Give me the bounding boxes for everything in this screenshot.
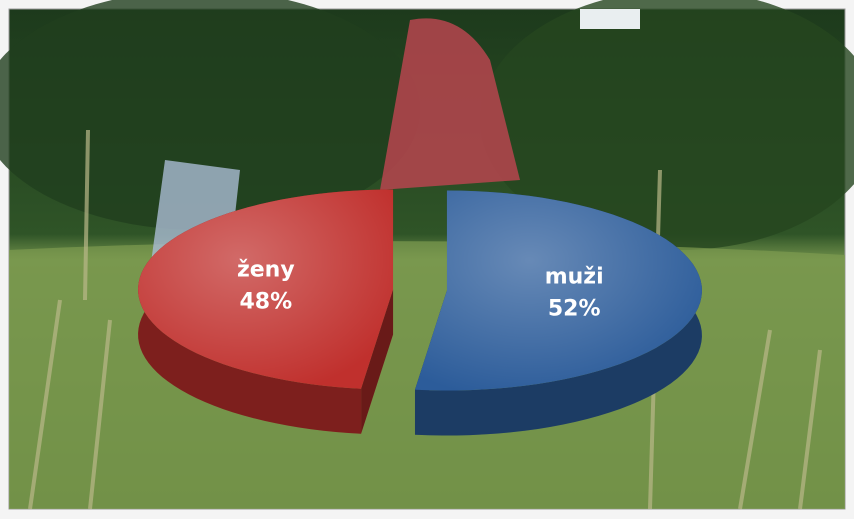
pie: ženy 48% muži 52% — [138, 189, 702, 436]
slice — [414, 190, 702, 436]
slice-label: ženy — [237, 257, 295, 282]
slice-cut-shade — [361, 289, 394, 434]
slice — [138, 189, 394, 434]
value-label: 48% — [239, 289, 292, 314]
slice-highlight — [138, 189, 394, 389]
slice-label: muži — [545, 265, 604, 290]
value-label: 52% — [548, 297, 601, 322]
slice-highlight — [414, 190, 702, 391]
slice-cut — [361, 289, 394, 434]
